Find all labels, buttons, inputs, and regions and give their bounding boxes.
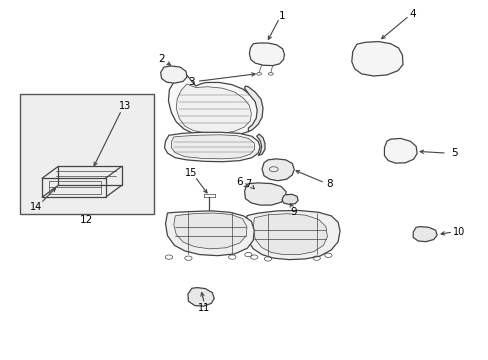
Text: 8: 8 bbox=[326, 179, 332, 189]
Polygon shape bbox=[253, 214, 327, 255]
Polygon shape bbox=[171, 135, 254, 159]
Polygon shape bbox=[282, 194, 298, 204]
Text: 13: 13 bbox=[119, 102, 131, 112]
Text: 3: 3 bbox=[188, 77, 195, 87]
Text: 10: 10 bbox=[452, 227, 464, 237]
Polygon shape bbox=[165, 211, 254, 256]
Text: 4: 4 bbox=[408, 9, 415, 19]
Polygon shape bbox=[160, 66, 186, 83]
Text: 6: 6 bbox=[236, 177, 243, 187]
Text: 5: 5 bbox=[450, 148, 457, 158]
Polygon shape bbox=[164, 132, 260, 162]
Text: 7: 7 bbox=[245, 179, 251, 189]
Polygon shape bbox=[173, 213, 246, 249]
Polygon shape bbox=[244, 183, 285, 205]
Polygon shape bbox=[351, 41, 402, 76]
Text: 9: 9 bbox=[289, 207, 296, 217]
Polygon shape bbox=[262, 159, 294, 181]
Text: 1: 1 bbox=[279, 11, 285, 21]
Polygon shape bbox=[244, 86, 263, 132]
Text: 11: 11 bbox=[198, 303, 210, 314]
Polygon shape bbox=[168, 72, 260, 136]
Bar bbox=[20, 94, 154, 214]
Polygon shape bbox=[245, 211, 339, 260]
Text: 2: 2 bbox=[158, 54, 164, 64]
Polygon shape bbox=[384, 138, 416, 163]
Text: 12: 12 bbox=[79, 215, 92, 225]
Text: 14: 14 bbox=[30, 202, 42, 212]
Polygon shape bbox=[256, 134, 264, 156]
Polygon shape bbox=[187, 288, 214, 306]
Polygon shape bbox=[176, 84, 251, 134]
Polygon shape bbox=[249, 43, 284, 66]
Polygon shape bbox=[412, 226, 436, 242]
Text: 15: 15 bbox=[184, 168, 197, 178]
